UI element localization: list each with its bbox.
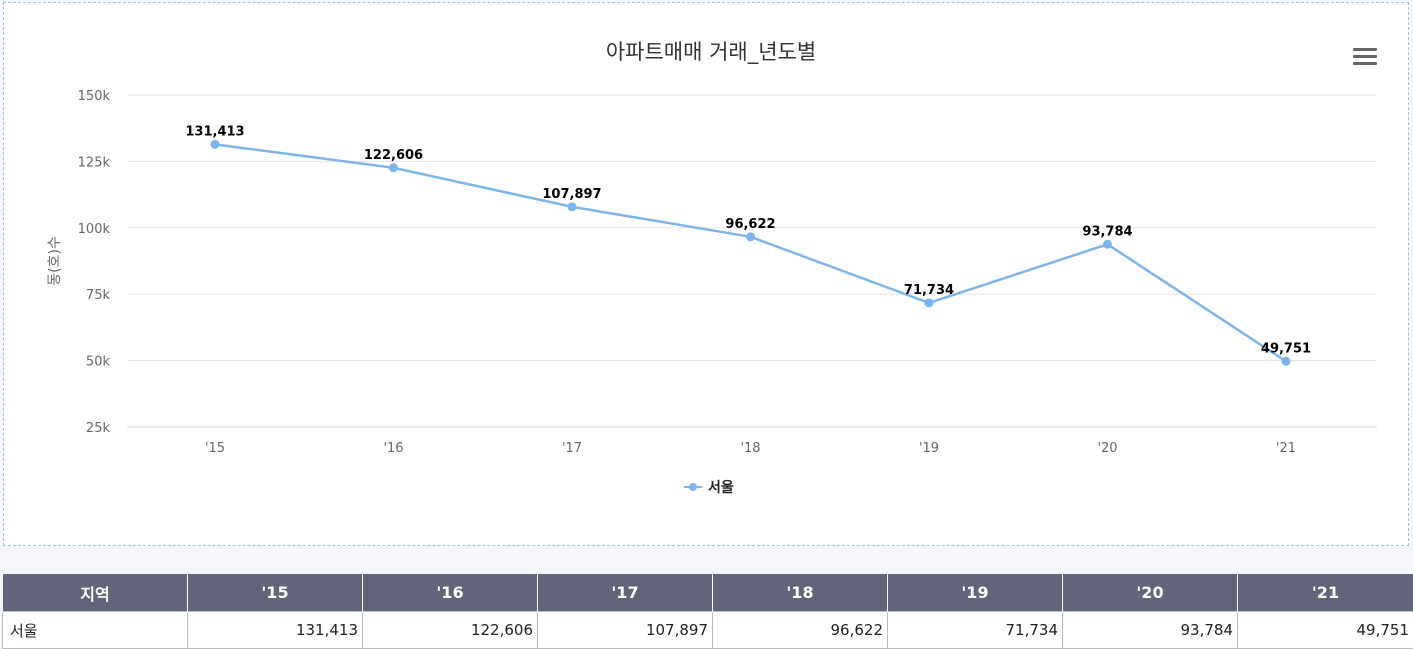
legend-item-seoul[interactable]: 서울 bbox=[684, 477, 734, 497]
legend-label: 서울 bbox=[708, 480, 734, 496]
menu-bar bbox=[1353, 62, 1377, 65]
x-tick-label: '17 bbox=[562, 441, 582, 456]
data-label: 131,413 bbox=[185, 124, 244, 139]
data-point bbox=[1103, 239, 1112, 249]
cell-value: 107,897 bbox=[537, 611, 713, 649]
header-year: '21 bbox=[1237, 574, 1413, 612]
data-label: 96,622 bbox=[725, 217, 775, 232]
y-tick-label: 150k bbox=[78, 89, 111, 104]
chart-title: 아파트매매 거래_년도별 bbox=[606, 40, 816, 65]
data-label: 49,751 bbox=[1261, 341, 1311, 356]
header-region: 지역 bbox=[2, 574, 188, 612]
chart-panel: 아파트매매 거래_년도별 동(호)수 25k 50k 75k 100k 125k 150k… bbox=[3, 2, 1409, 546]
cell-value: 131,413 bbox=[187, 611, 363, 649]
y-axis-ticks: 25k 50k 75k 100k 125k 150k bbox=[78, 89, 111, 436]
y-tick-label: 100k bbox=[78, 222, 111, 237]
grid-lines bbox=[127, 94, 1377, 428]
data-label: 71,734 bbox=[904, 283, 954, 298]
data-point bbox=[389, 163, 398, 173]
x-tick-label: '18 bbox=[740, 441, 760, 456]
x-tick-label: '15 bbox=[205, 441, 225, 456]
cell-region: 서울 bbox=[2, 611, 188, 649]
header-year: '15 bbox=[187, 574, 363, 612]
cell-value: 122,606 bbox=[362, 611, 538, 649]
y-tick-label: 125k bbox=[78, 155, 111, 170]
data-label: 107,897 bbox=[542, 187, 601, 202]
data-point bbox=[746, 232, 755, 242]
y-tick-label: 50k bbox=[86, 355, 111, 370]
data-labels: 131,413 122,606 107,897 96,622 71,734 93,784 4… bbox=[185, 124, 1311, 356]
header-year: '20 bbox=[1062, 574, 1238, 612]
x-tick-label: '19 bbox=[919, 441, 939, 456]
x-axis-ticks: '15 '16 '17 '18 '19 '20 '21 bbox=[205, 441, 1296, 456]
menu-bar bbox=[1353, 55, 1377, 58]
data-table: 지역 '15 '16 '17 '18 '19 '20 '21 서울 131,41… bbox=[2, 574, 1413, 649]
x-tick-label: '21 bbox=[1276, 441, 1296, 456]
chart-menu-icon[interactable] bbox=[1353, 48, 1377, 68]
menu-bar bbox=[1353, 48, 1377, 51]
cell-value: 96,622 bbox=[712, 611, 888, 649]
legend-line-marker-icon bbox=[684, 482, 702, 492]
x-tick-label: '16 bbox=[383, 441, 403, 456]
data-point bbox=[1281, 356, 1291, 366]
y-tick-label: 25k bbox=[86, 421, 111, 436]
table-header-row: 지역 '15 '16 '17 '18 '19 '20 '21 bbox=[2, 574, 1413, 612]
y-axis-title: 동(호)수 bbox=[47, 236, 63, 286]
series-points bbox=[210, 139, 1291, 366]
table-row: 서울 131,413 122,606 107,897 96,622 71,734… bbox=[2, 611, 1413, 649]
data-point bbox=[567, 202, 577, 212]
cell-value: 49,751 bbox=[1237, 611, 1413, 649]
x-tick-label: '20 bbox=[1097, 441, 1117, 456]
cell-value: 93,784 bbox=[1062, 611, 1238, 649]
line-chart: 아파트매매 거래_년도별 동(호)수 25k 50k 75k 100k 125k 150k… bbox=[47, 40, 1377, 456]
data-point bbox=[924, 298, 934, 308]
header-year: '17 bbox=[537, 574, 713, 612]
y-tick-label: 75k bbox=[86, 288, 111, 303]
data-label: 122,606 bbox=[364, 148, 423, 163]
cell-value: 71,734 bbox=[887, 611, 1063, 649]
data-point bbox=[210, 139, 220, 149]
header-year: '18 bbox=[712, 574, 888, 612]
series-line-seoul bbox=[214, 143, 1287, 363]
data-label: 93,784 bbox=[1082, 224, 1132, 239]
header-year: '19 bbox=[887, 574, 1063, 612]
header-year: '16 bbox=[362, 574, 538, 612]
